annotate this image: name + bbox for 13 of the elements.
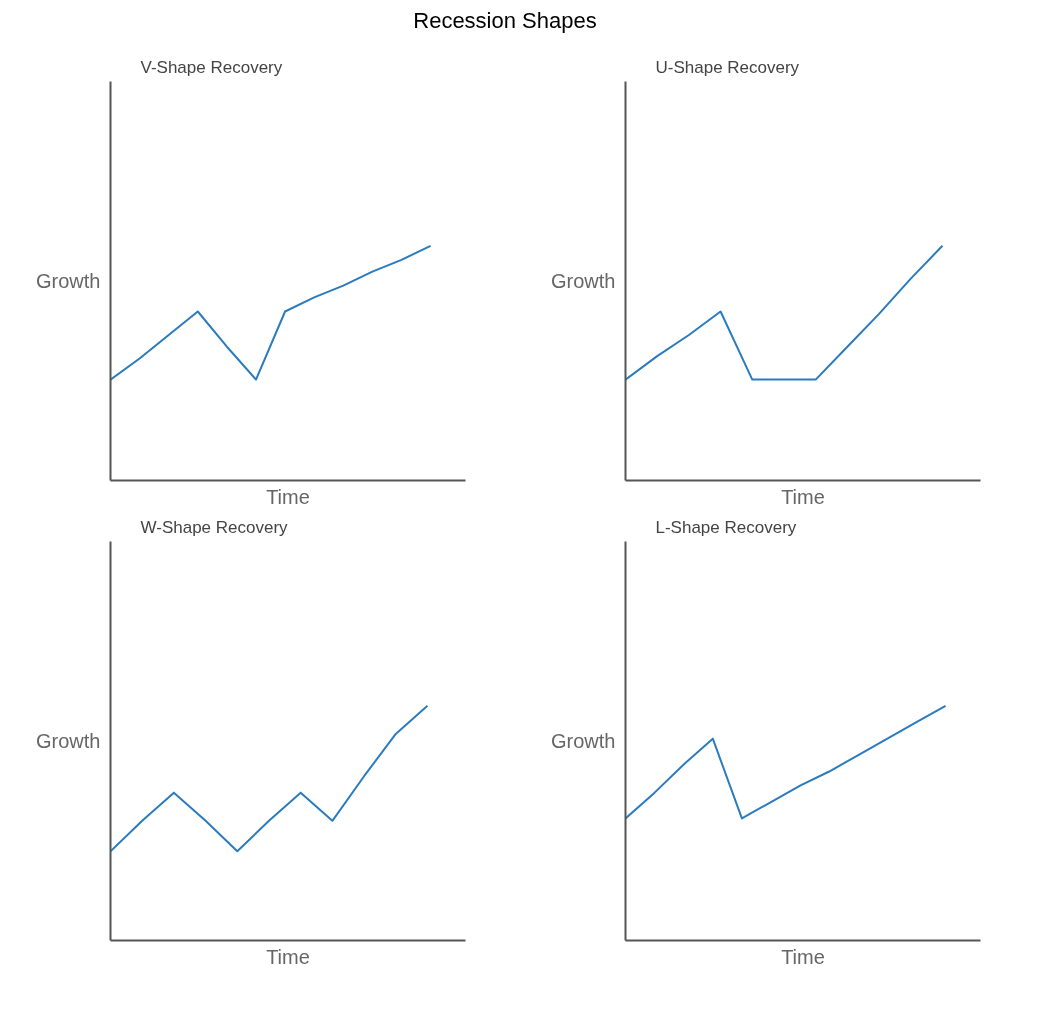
- chart-title: L-Shape Recovery: [655, 517, 797, 537]
- x-axis-title: Time: [266, 945, 310, 968]
- x-axis-title: Time: [266, 485, 310, 508]
- text: Recession Shapes: [413, 7, 597, 35]
- y-axis-title: Growth: [36, 270, 101, 292]
- chart-title: W-Shape Recovery: [140, 517, 289, 537]
- y-axis-title: Growth: [551, 270, 616, 292]
- chart-title: V-Shape Recovery: [140, 57, 283, 77]
- x-axis-title: Time: [781, 485, 825, 508]
- x-axis-title: Time: [781, 945, 825, 968]
- chart-title: U-Shape Recovery: [655, 57, 800, 77]
- y-axis-title: Growth: [36, 730, 101, 752]
- y-axis-title: Growth: [551, 730, 616, 752]
